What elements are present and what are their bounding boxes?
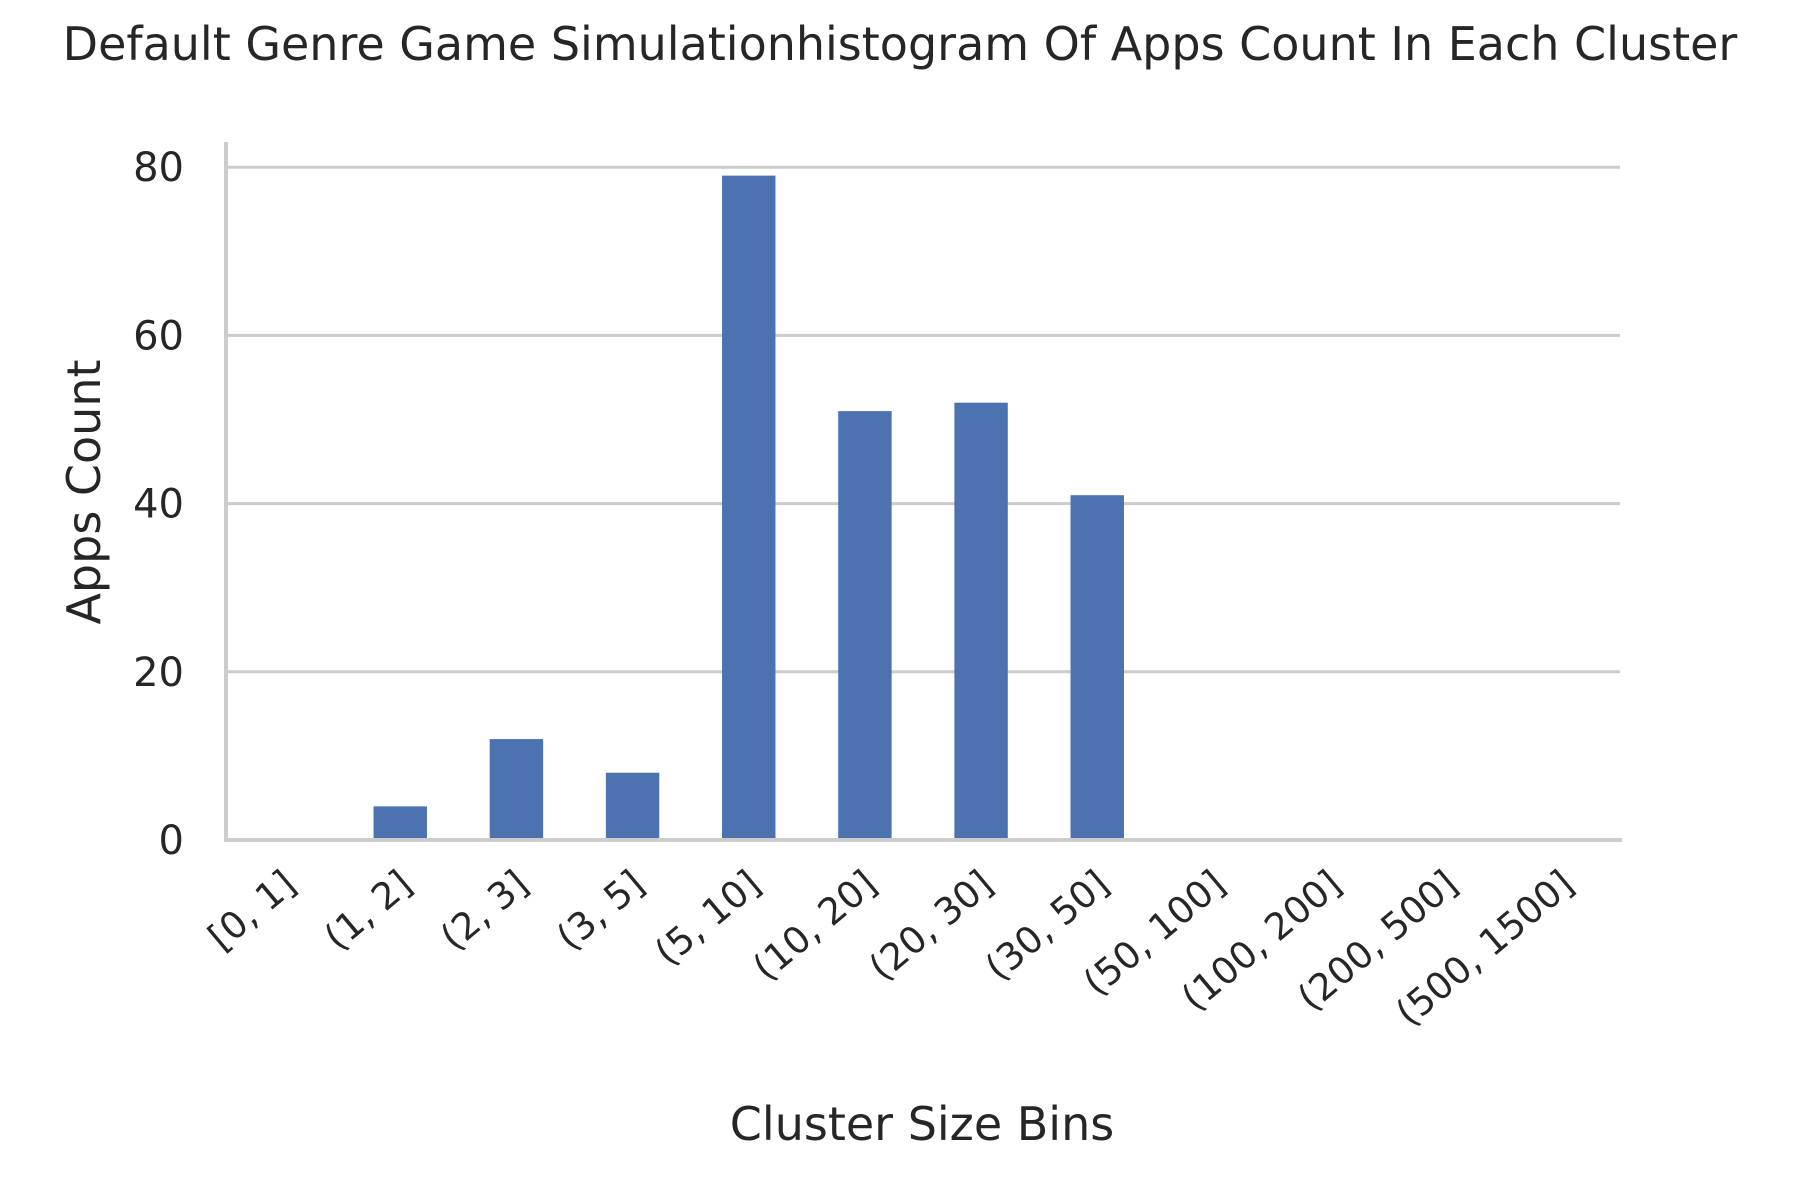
y-tick-label: 60: [133, 313, 184, 359]
bar: [838, 411, 892, 840]
x-tick-label: (1, 2]: [316, 862, 420, 959]
bar: [954, 402, 1008, 840]
y-tick-labels: 0 20 40 60 80: [133, 145, 184, 864]
x-tick-label: (3, 5]: [549, 862, 653, 959]
x-tick-label: [0, 1]: [200, 862, 304, 959]
x-tick-label: (2, 3]: [432, 862, 536, 959]
bar: [1070, 495, 1124, 840]
bar: [722, 175, 776, 840]
bar: [605, 772, 660, 840]
bar: [489, 739, 544, 840]
y-tick-label: 0: [159, 818, 184, 864]
y-axis-label: Apps Count: [57, 359, 111, 624]
x-tick-label: (10, 20]: [745, 862, 885, 989]
y-tick-label: 80: [133, 145, 184, 191]
y-tick-label: 20: [133, 650, 184, 696]
x-tick-label: (20, 30]: [861, 862, 1001, 989]
gridlines: [226, 165, 1620, 674]
x-tick-labels: [0, 1] (1, 2] (2, 3] (3, 5](5, 10](10, 20](…: [200, 862, 1582, 1035]
y-tick-label: 40: [133, 482, 184, 528]
chart-title: Default Genre Game Simulationhistogram O…: [63, 17, 1738, 71]
bars: [373, 175, 1124, 840]
x-axis-label: Cluster Size Bins: [730, 1097, 1114, 1151]
axes: [224, 142, 1622, 842]
bar: [373, 806, 427, 840]
